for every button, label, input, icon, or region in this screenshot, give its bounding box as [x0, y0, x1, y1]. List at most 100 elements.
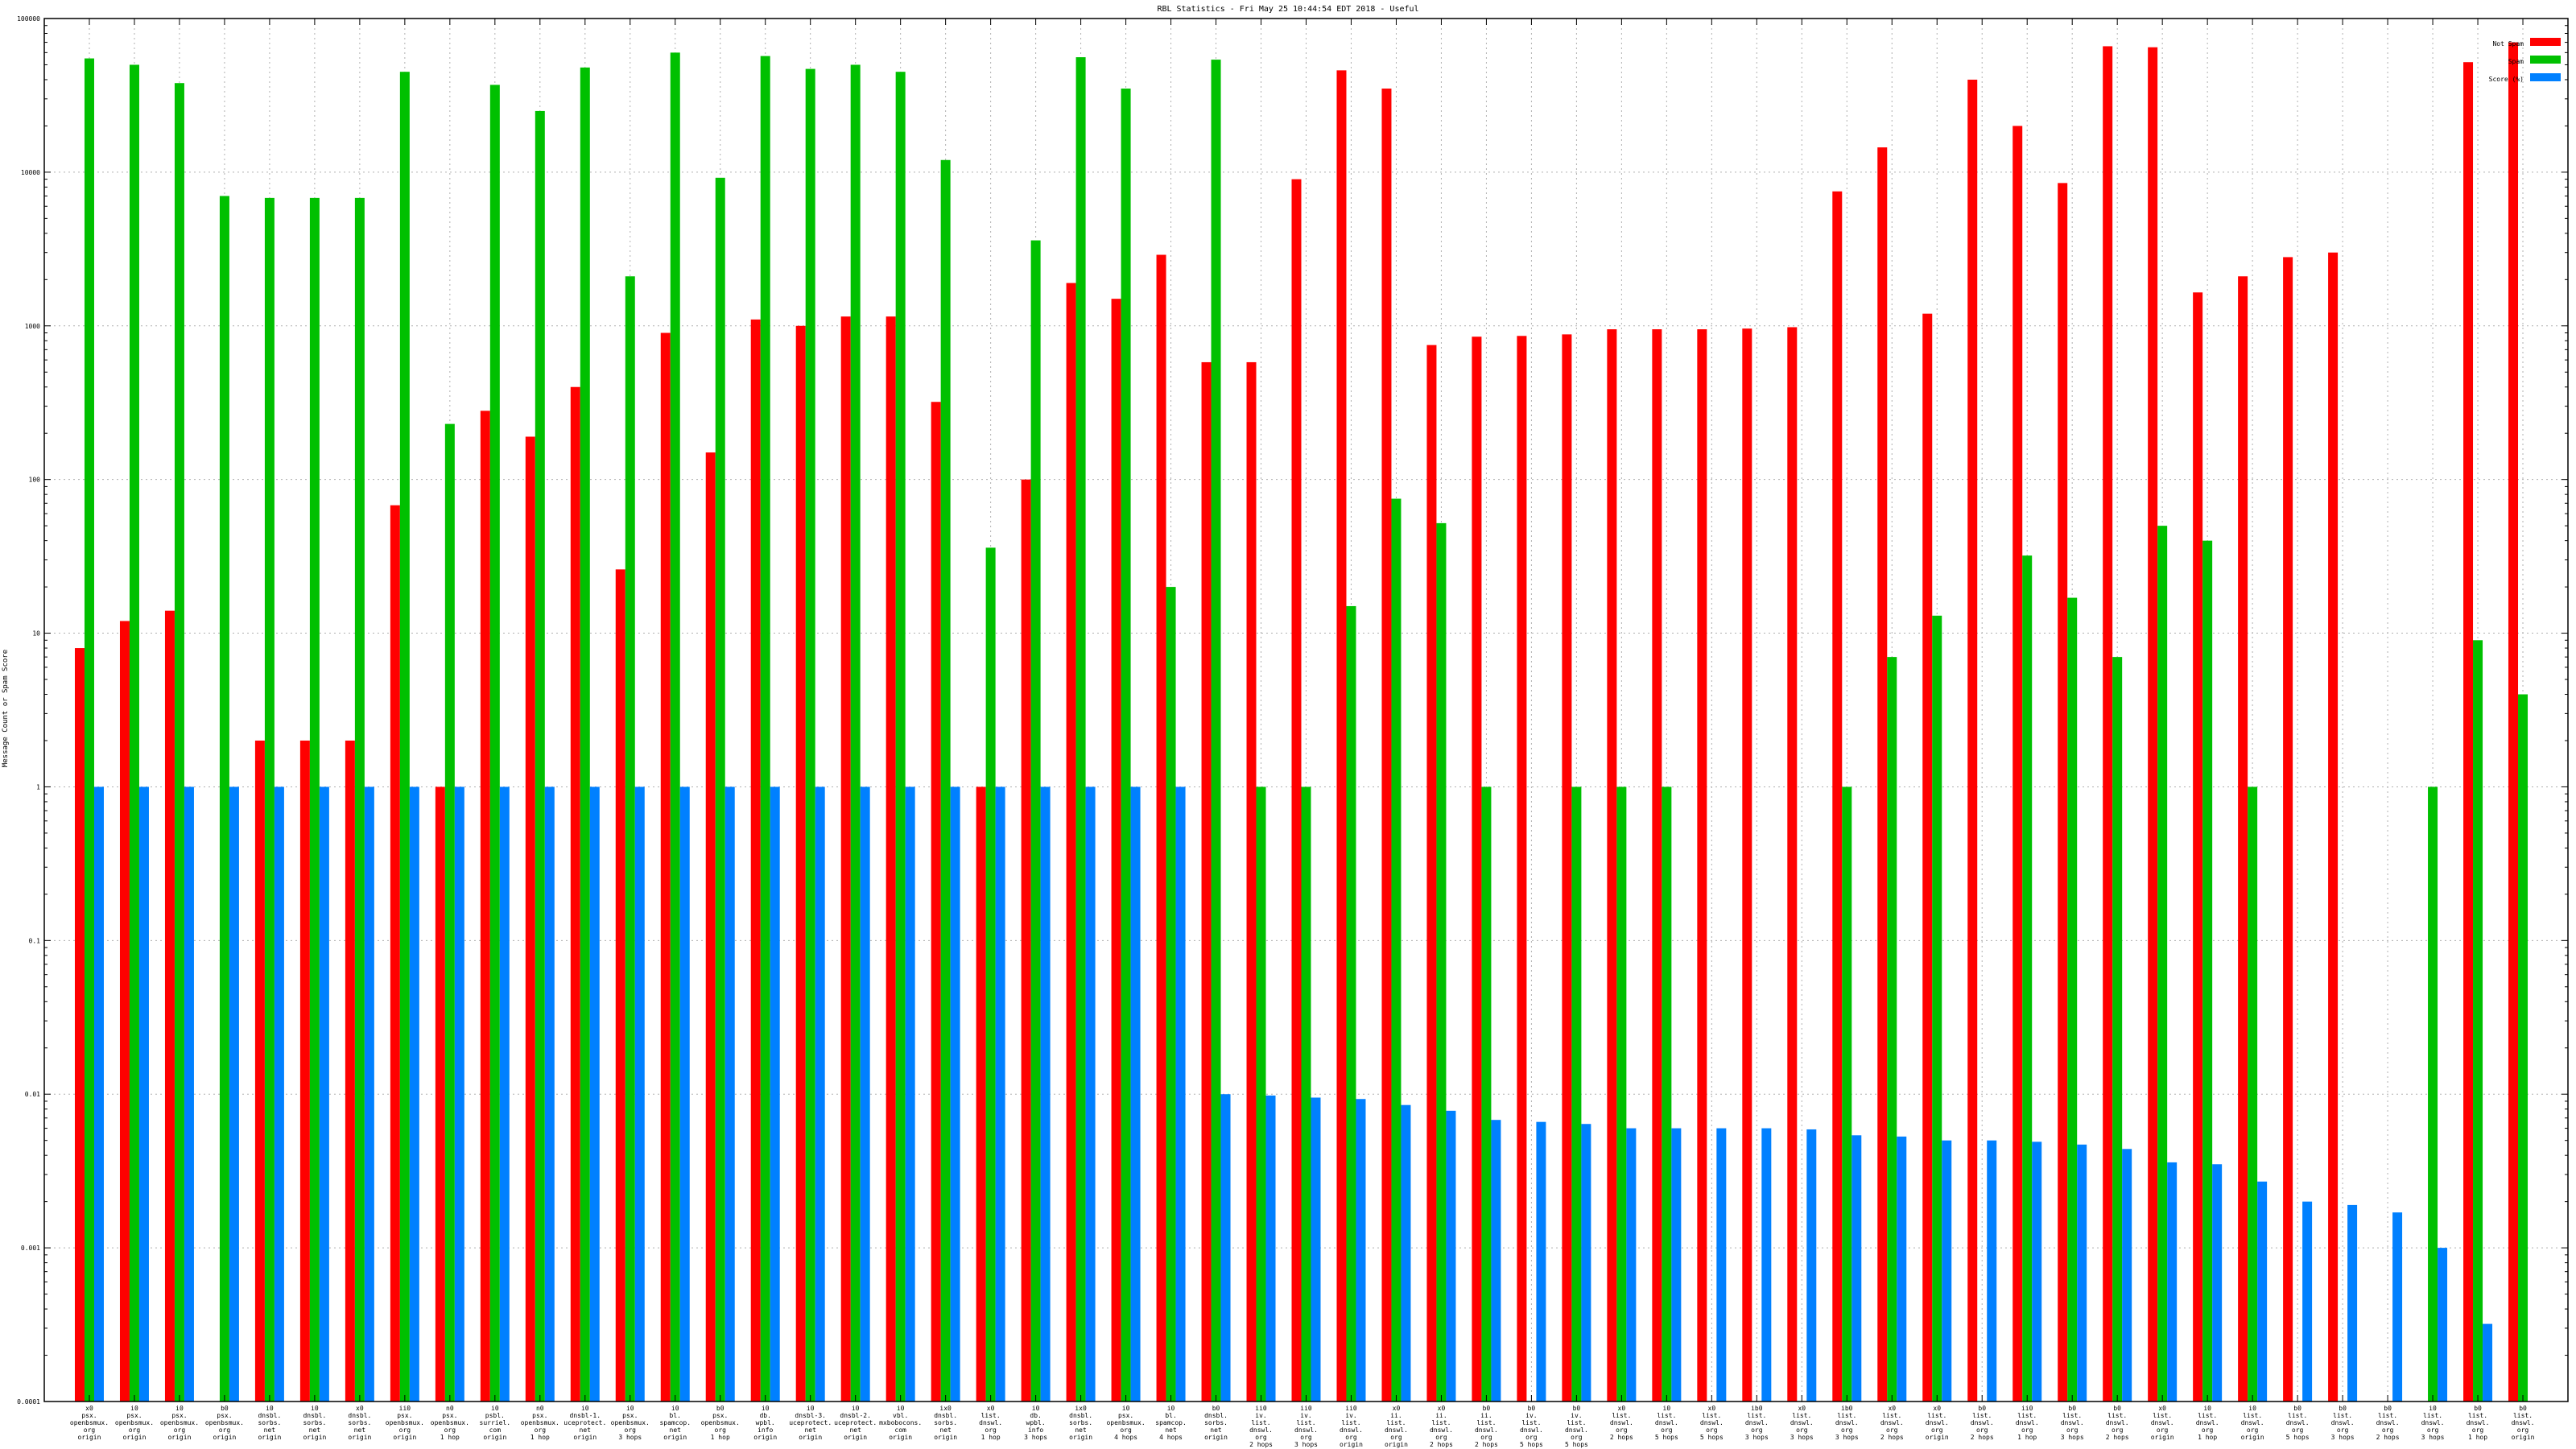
x-tick-label-line: 1 hop [440, 1434, 460, 1441]
x-tick-label-line: list. [2288, 1412, 2307, 1419]
x-tick-label-line: net [1165, 1426, 1177, 1434]
x-tick-label-line: openbsmux. [70, 1419, 109, 1426]
x-tick-label-line: org [1255, 1434, 1267, 1441]
x-tick-label-line: net [939, 1426, 952, 1434]
x-tick-label-line: i0 [1032, 1405, 1040, 1412]
x-tick-label-line: 2 hops [2376, 1434, 2400, 1441]
x-tick-label-line: origin [258, 1434, 281, 1441]
x-tick-label-line: 1 hop [2468, 1434, 2487, 1441]
x-tick-label-line: org [2427, 1426, 2439, 1434]
bar-spam [1121, 89, 1131, 1402]
bar-score [2032, 1141, 2042, 1402]
x-tick-label-line: 1 hop [711, 1434, 730, 1441]
x-axis: x0 psx. openbsmux. org origin i0 psx. openbsmux… [70, 19, 2535, 1448]
x-tick-label-line: 2 hops [1971, 1434, 1994, 1441]
x-tick-label-line: 4 hops [1114, 1434, 1137, 1441]
bar-score [1085, 786, 1096, 1402]
x-tick-label-line: org [399, 1426, 411, 1434]
bar-score [2257, 1181, 2268, 1402]
x-tick-label-line: openbsmux. [1106, 1419, 1145, 1426]
bar-score [184, 786, 194, 1402]
bar-score [2438, 1248, 2448, 1402]
legend-label: Spam [2508, 58, 2524, 65]
x-tick-label-line: b0 [716, 1405, 724, 1412]
x-tick-label-line: iv. [1571, 1412, 1582, 1419]
bar-not-spam [1111, 299, 1121, 1402]
legend: Not Spam Spam Score (%) [2489, 38, 2561, 83]
bar-spam [1616, 786, 1627, 1402]
x-tick-label-line: org [1480, 1434, 1492, 1441]
x-tick-label-line: 5 hops [2286, 1434, 2310, 1441]
bar-spam [1842, 786, 1852, 1402]
x-tick-label-line: dnswl. [979, 1419, 1002, 1426]
x-tick-label-line: b0 [2339, 1405, 2347, 1412]
x-tick-label-line: origin [934, 1434, 957, 1441]
bar-spam [444, 423, 455, 1402]
bar-not-spam [164, 610, 175, 1402]
x-tick-label-line: b0 [2474, 1405, 2482, 1412]
x-tick-label: b0 dnsbl. sorbs. net origin [1204, 1405, 1228, 1441]
bar-not-spam [2013, 126, 2023, 1402]
x-tick-label-line: 5 hops [1520, 1441, 1543, 1448]
bar-score [634, 786, 645, 1402]
x-tick-label: ix0 dnsbl. sorbs. net origin [934, 1405, 957, 1441]
x-tick-label-line: uceprotect. [789, 1419, 832, 1426]
bar-not-spam [480, 411, 490, 1402]
x-tick-label: b0 list. dnswl. org 2 hops [2106, 1405, 2129, 1441]
x-tick-label-line: org [1435, 1434, 1447, 1441]
legend-swatch [2530, 38, 2561, 46]
bar-score [1401, 1104, 1411, 1402]
x-tick-label-line: ii0 [1255, 1405, 1267, 1412]
bar-score [589, 786, 600, 1402]
x-tick-label-line: ib0 [1841, 1405, 1853, 1412]
x-tick-label-line: psx. [622, 1412, 638, 1419]
x-tick-label-line: sorbs. [348, 1419, 371, 1426]
x-tick-label-line: 2 hops [1430, 1441, 1453, 1448]
x-tick-label-line: origin [753, 1434, 777, 1441]
x-tick-label-line: psx. [217, 1412, 232, 1419]
bar-spam [2067, 597, 2078, 1402]
x-tick-label-line: x0 [1798, 1405, 1806, 1412]
bar-not-spam [1291, 179, 1302, 1402]
bar-score [2302, 1201, 2313, 1402]
x-tick-label-line: openbsmux. [431, 1419, 469, 1426]
x-tick-label-line: psx. [532, 1412, 547, 1419]
x-tick-label-line: iv. [1255, 1412, 1266, 1419]
x-tick-label-line: ib0 [1751, 1405, 1763, 1412]
bar-spam [2248, 786, 2258, 1402]
x-tick-label-line: 3 hops [1835, 1434, 1859, 1441]
x-tick-label-line: psx. [397, 1412, 412, 1419]
bar-not-spam [1201, 361, 1212, 1402]
bar-not-spam [1607, 329, 1617, 1402]
x-tick-label-line: org [2021, 1426, 2033, 1434]
x-tick-label-line: x0 [1933, 1405, 1941, 1412]
bar-spam [264, 197, 275, 1402]
x-tick-label-line: org [1616, 1426, 1628, 1434]
legend-swatch [2530, 56, 2561, 64]
x-tick-label-line: dnswl. [2467, 1419, 2490, 1426]
bar-not-spam [390, 505, 400, 1402]
bar-spam [580, 67, 590, 1402]
bar-spam [309, 197, 320, 1402]
bar-score [1716, 1128, 1727, 1402]
x-tick-label-line: dnswl. [1565, 1426, 1588, 1434]
x-tick-label: ii0 psx. openbsmux. org origin [386, 1405, 424, 1441]
x-tick-label: x0 ii. list. dnswl. org origin [1385, 1405, 1408, 1448]
bar-score [1761, 1128, 1772, 1402]
x-tick-label-line: 5 hops [1565, 1441, 1588, 1448]
bar-score [454, 786, 464, 1402]
x-tick-label-line: dnswl. [1655, 1419, 1678, 1426]
x-tick-label: b0 list. dnswl. org 3 hops [2331, 1405, 2355, 1441]
x-tick-label-line: org [2202, 1426, 2214, 1434]
y-tick-label: 1 [36, 783, 40, 791]
x-tick-label-line: sorbs. [1204, 1419, 1228, 1426]
bar-not-spam [1021, 479, 1031, 1402]
bar-score [724, 786, 735, 1402]
x-tick-label-line: list. [981, 1412, 1001, 1419]
x-tick-label-line: i0 [175, 1405, 184, 1412]
y-axis-label: Message Count or Spam Score [2, 650, 10, 767]
x-tick-label: i0 list. dnswl. org 5 hops [1655, 1405, 1678, 1441]
bar-not-spam [2238, 276, 2248, 1402]
x-tick-label: x0 list. dnswl. org origin [2151, 1405, 2174, 1441]
x-tick-label-line: 4 hops [1159, 1434, 1183, 1441]
